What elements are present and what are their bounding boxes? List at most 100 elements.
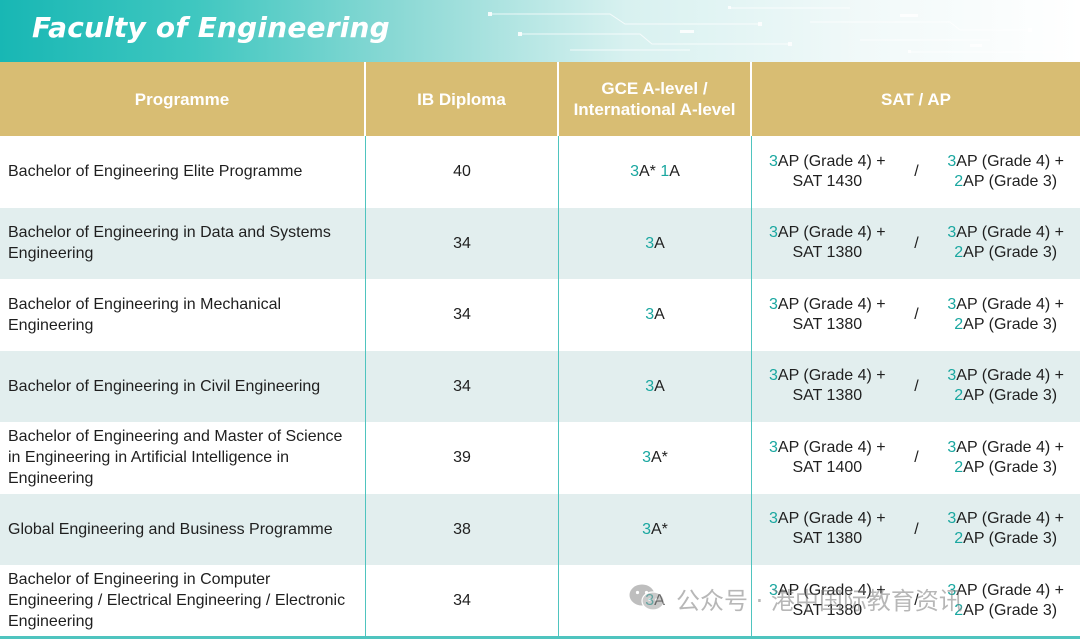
gce-grade: A <box>669 163 680 181</box>
ap-count: 3 <box>768 152 778 170</box>
ap-count: 3 <box>768 510 778 528</box>
sat-ap-option-2: 3AP (Grade 4) + 2AP (Grade 3) <box>931 295 1080 335</box>
table-row: Bachelor of Engineering Elite Programme … <box>0 136 1080 208</box>
table-header-row: Programme IB Diploma GCE A-level / Inter… <box>0 62 1080 136</box>
option-separator: / <box>914 377 919 395</box>
admission-requirements-table: Programme IB Diploma GCE A-level / Inter… <box>0 62 1080 637</box>
programme-name: Bachelor of Engineering in Civil Enginee… <box>0 350 366 422</box>
table-row: Bachelor of Engineering in Civil Enginee… <box>0 350 1080 422</box>
sat-ap-option-1: 3AP (Grade 4) + SAT 1380 <box>753 295 902 335</box>
ap-count: 3 <box>947 152 957 170</box>
programme-name: Bachelor of Engineering Elite Programme <box>0 136 366 208</box>
gce-requirement: 3 A* <box>559 493 752 565</box>
ap-count: 3 <box>768 438 778 456</box>
gce-count: 3 <box>645 377 655 395</box>
programme-name: Bachelor of Engineering and Master of Sc… <box>0 422 366 494</box>
gce-grade: A <box>654 234 665 252</box>
sat-ap-option-1: 3AP (Grade 4) + SAT 1380 <box>753 223 902 263</box>
table-row: Bachelor of Engineering in Mechanical En… <box>0 279 1080 351</box>
header-programme: Programme <box>0 62 366 136</box>
option-separator: / <box>914 520 919 538</box>
gce-count: 3 <box>642 520 651 538</box>
table-row: Bachelor of Engineering in Data and Syst… <box>0 207 1080 280</box>
sat-ap-option-2: 3AP (Grade 4) + 2AP (Grade 3) <box>931 438 1080 478</box>
sat-ap-option-2: 3AP (Grade 4) + 2AP (Grade 3) <box>931 581 1080 621</box>
ap-count: 2 <box>954 601 964 619</box>
circuit-pattern-icon <box>488 6 1070 53</box>
ap-grade-text: AP (Grade 3) <box>963 601 1058 619</box>
ap-count: 2 <box>954 315 964 333</box>
gce-grade: A* <box>651 449 668 467</box>
ib-score: 39 <box>366 422 559 494</box>
gce-count: 3 <box>642 449 651 467</box>
ap-grade-text: AP (Grade 3) <box>963 458 1058 476</box>
option-separator: / <box>914 163 919 181</box>
sat-ap-option-2: 3AP (Grade 4) + 2AP (Grade 3) <box>931 509 1080 549</box>
ap-grade-text: AP (Grade 3) <box>963 315 1058 333</box>
programme-name: Bachelor of Engineering in Computer Engi… <box>0 565 366 637</box>
sat-ap-option-1: 3AP (Grade 4) + SAT 1380 <box>753 366 902 406</box>
option-separator: / <box>914 306 919 324</box>
ap-count: 3 <box>947 438 957 456</box>
gce-grade: A <box>654 377 665 395</box>
gce-count: 1 <box>660 163 670 181</box>
sat-score: SAT 1380 <box>792 315 863 333</box>
sat-ap-requirement: 3AP (Grade 4) + SAT 1400 / 3AP (Grade 4)… <box>752 422 1080 494</box>
sat-score: SAT 1380 <box>792 601 863 619</box>
header-ib-diploma: IB Diploma <box>366 62 559 136</box>
ap-count: 3 <box>947 510 957 528</box>
ap-count: 3 <box>947 224 957 242</box>
ap-grade-text: AP (Grade 3) <box>963 172 1058 190</box>
sat-ap-option-1: 3AP (Grade 4) + SAT 1380 <box>753 509 902 549</box>
sat-ap-requirement: 3AP (Grade 4) + SAT 1380 / 3AP (Grade 4)… <box>752 279 1080 351</box>
ap-count: 3 <box>947 581 957 599</box>
gce-count: 3 <box>645 234 655 252</box>
ib-score: 38 <box>366 493 559 565</box>
ib-score: 34 <box>366 207 559 279</box>
ib-score: 34 <box>366 350 559 422</box>
sat-ap-option-1: 3AP (Grade 4) + SAT 1380 <box>753 581 902 621</box>
sat-score: SAT 1400 <box>792 458 863 476</box>
ap-grade-text: AP (Grade 4) + <box>956 295 1065 313</box>
ap-count: 3 <box>947 367 957 385</box>
sat-ap-option-1: 3AP (Grade 4) + SAT 1430 <box>753 152 902 192</box>
header-sat-ap: SAT / AP <box>881 89 951 109</box>
gce-count: 3 <box>630 163 639 181</box>
gce-count: 3 <box>645 306 655 324</box>
gce-grade: A* <box>651 520 668 538</box>
ap-grade-text: AP (Grade 4) + <box>777 581 886 599</box>
sat-ap-option-2: 3AP (Grade 4) + 2AP (Grade 3) <box>931 152 1080 192</box>
programme-name: Bachelor of Engineering in Data and Syst… <box>0 207 366 279</box>
table-row: Bachelor of Engineering in Computer Engi… <box>0 565 1080 637</box>
ap-grade-text: AP (Grade 4) + <box>956 438 1065 456</box>
option-separator: / <box>914 592 919 610</box>
ap-grade-text: AP (Grade 4) + <box>777 510 886 528</box>
ap-grade-text: AP (Grade 4) + <box>956 581 1065 599</box>
ap-grade-text: AP (Grade 4) + <box>956 152 1065 170</box>
sat-ap-option-2: 3AP (Grade 4) + 2AP (Grade 3) <box>931 366 1080 406</box>
ap-grade-text: AP (Grade 3) <box>963 244 1058 262</box>
ap-count: 3 <box>768 295 778 313</box>
ap-grade-text: AP (Grade 3) <box>963 387 1058 405</box>
gce-grade: A* <box>638 163 656 181</box>
ap-count: 3 <box>768 367 778 385</box>
ap-count: 3 <box>947 295 957 313</box>
gce-requirement: 3 A* <box>559 422 752 494</box>
table-row: Bachelor of Engineering and Master of Sc… <box>0 422 1080 494</box>
ap-grade-text: AP (Grade 4) + <box>777 224 886 242</box>
ap-count: 3 <box>768 224 778 242</box>
sat-score: SAT 1380 <box>792 387 863 405</box>
ap-grade-text: AP (Grade 4) + <box>777 152 886 170</box>
sat-ap-requirement: 3AP (Grade 4) + SAT 1380 / 3AP (Grade 4)… <box>752 208 1080 280</box>
ap-grade-text: AP (Grade 4) + <box>956 367 1065 385</box>
sat-ap-option-2: 3AP (Grade 4) + 2AP (Grade 3) <box>931 223 1080 263</box>
table-bottom-border <box>0 636 1080 639</box>
ap-count: 3 <box>768 581 778 599</box>
ap-count: 2 <box>954 244 964 262</box>
